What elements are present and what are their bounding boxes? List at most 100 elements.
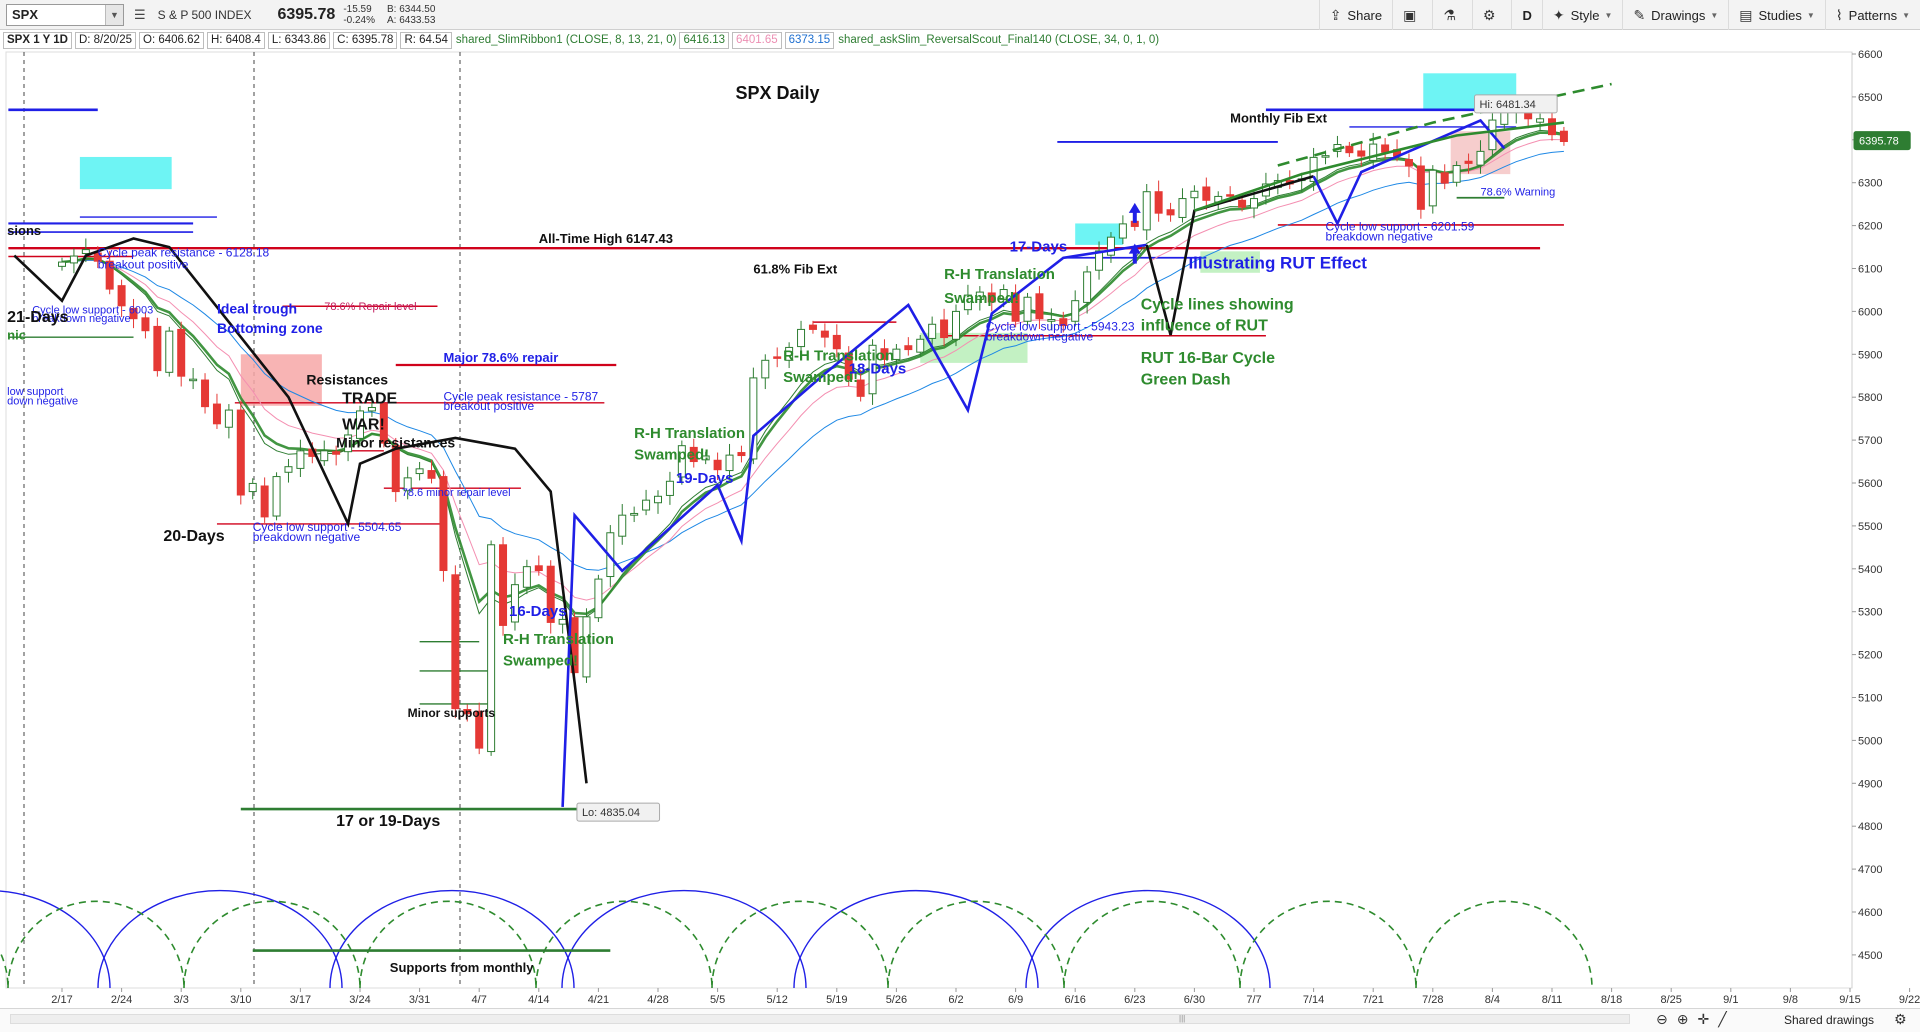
candle-body xyxy=(1190,190,1199,199)
symbol-value: SPX xyxy=(12,7,39,22)
share-button[interactable]: ⇪ Share xyxy=(1318,0,1392,30)
candle-body xyxy=(1166,209,1175,216)
swamped-label: Swamped! xyxy=(944,290,1019,307)
dropdown-icon[interactable]: ▼ xyxy=(105,4,123,25)
warning-label: 78.6% Warning xyxy=(1480,187,1555,199)
zoom-in-icon[interactable]: ⊕ xyxy=(1676,1011,1689,1027)
x-tick-label: 9/1 xyxy=(1723,994,1738,1006)
draw-line-icon[interactable]: ╱ xyxy=(1718,1011,1727,1027)
candle-body xyxy=(81,249,90,254)
last-price: 6395.78 xyxy=(277,5,336,23)
candle-body xyxy=(69,255,78,264)
cycle-line-blue xyxy=(1312,118,1506,227)
y-tick-label: 4700 xyxy=(1858,864,1882,876)
camera-button[interactable]: ▣ xyxy=(1392,0,1432,30)
rut-cycle-label: RUT 16-Bar Cycle xyxy=(1141,350,1275,367)
axes: 4500 4600 4700 4800 4900 5000 5100 5200 5300 5400… xyxy=(51,49,1920,1006)
cycle-arch-green xyxy=(535,900,713,989)
candle-body xyxy=(224,409,233,428)
candle-body xyxy=(868,344,877,395)
x-tick-label: 4/28 xyxy=(647,994,668,1006)
support-zone-box xyxy=(1200,251,1260,273)
crosshair-icon[interactable]: ✛ xyxy=(1697,1011,1710,1027)
candle-body xyxy=(415,468,424,475)
candle-body xyxy=(1464,160,1473,164)
candle-body xyxy=(1536,118,1545,123)
cropped-label: down negative xyxy=(7,395,78,407)
cycle-arch-green xyxy=(359,900,537,989)
cycle-arch-green xyxy=(1239,900,1417,989)
y-tick-label: 4800 xyxy=(1858,821,1882,833)
candle-body xyxy=(451,574,460,710)
drawings-button[interactable]: ✎ Drawings ▼ xyxy=(1622,0,1728,30)
candle-body xyxy=(1047,319,1056,322)
flask-button[interactable]: ⚗ xyxy=(1432,0,1472,30)
cycle-arch-green xyxy=(711,900,889,989)
x-tick-label: 4/14 xyxy=(528,994,549,1006)
candle-body xyxy=(1250,198,1258,209)
chevron-down-icon: ▼ xyxy=(1604,10,1613,20)
candle-body xyxy=(737,452,746,457)
chart-title: SPX Daily xyxy=(735,83,819,103)
x-tick-label: 6/30 xyxy=(1184,994,1205,1006)
swamped-label: Swamped! xyxy=(634,446,709,463)
x-tick-label: 4/21 xyxy=(588,994,609,1006)
low-price-label: Lo: 4835.04 xyxy=(582,807,640,819)
candle-body xyxy=(1071,300,1080,322)
cycle-low-label: Cycle low support - 6201.59 xyxy=(1326,220,1475,234)
cycle-line-blue xyxy=(561,243,1147,807)
candle-body xyxy=(1548,118,1556,136)
patterns-button[interactable]: ⌇ Patterns ▼ xyxy=(1824,0,1920,30)
camera-icon: ▣ xyxy=(1403,6,1417,23)
candle-body xyxy=(665,480,674,496)
candle-body xyxy=(654,495,662,504)
study2-name[interactable]: shared_askSlim_ReversalScout_Final140 (C… xyxy=(838,34,1160,46)
style-button[interactable]: ✦ Style ▼ xyxy=(1541,0,1623,30)
bid-ask-block: B: 6344.50 A: 6433.53 xyxy=(387,4,435,26)
y-tick-label: 6200 xyxy=(1858,221,1882,233)
candle-body xyxy=(928,323,937,339)
arrow-up-icon xyxy=(1128,243,1141,264)
y-tick-label: 5100 xyxy=(1858,693,1882,705)
gear-icon: ⚙ xyxy=(1482,6,1496,23)
candle-body xyxy=(689,446,698,463)
candle-body xyxy=(1106,236,1115,256)
toolbar-right: ⇪ Share ▣ ⚗ ⚙ D ✦ Style ▼ ✎ Drawings ▼ ▤ Studi… xyxy=(1318,0,1920,30)
cycle-lines-label: Cycle lines showing xyxy=(1141,296,1294,313)
x-tick-label: 5/26 xyxy=(886,994,907,1006)
cycle-arch-green xyxy=(7,900,185,989)
zoom-out-icon[interactable]: ⊖ xyxy=(1656,1011,1668,1027)
candle-body xyxy=(701,455,710,461)
cycle-days-label: 19-Days xyxy=(676,470,734,487)
rut-trend-dash xyxy=(1277,82,1612,167)
chart-label[interactable]: SPX 1 Y 1D xyxy=(3,31,72,49)
cycle-days-label: 21-Days xyxy=(7,309,68,326)
cycle-arch-blue xyxy=(97,889,343,989)
candle-body xyxy=(1154,191,1163,214)
candle-body xyxy=(808,324,817,330)
major-repair-label: Major 78.6% repair xyxy=(443,350,558,365)
scroll-grip-icon[interactable]: ||| xyxy=(1179,1014,1186,1023)
cycle-arch-green xyxy=(1063,900,1241,989)
settings-button[interactable]: ⚙ xyxy=(1471,0,1512,30)
last-price-badge: 6395.78 xyxy=(1859,136,1899,148)
study1-name[interactable]: shared_SlimRibbon1 (CLOSE, 8, 13, 21, 0) xyxy=(455,34,677,46)
cycle-arch-green xyxy=(0,950,9,989)
ideal-trough-label: Ideal trough xyxy=(217,301,297,317)
candle-body xyxy=(153,325,162,372)
shared-drawings-label[interactable]: Shared drawings xyxy=(1784,1013,1875,1027)
studies-button[interactable]: ▤ Studies ▼ xyxy=(1728,0,1825,30)
cropped-label: low support xyxy=(7,386,63,398)
horizontal-scrollbar[interactable]: ||| xyxy=(10,1014,1630,1024)
rut-trend-line xyxy=(1193,121,1565,212)
cycle-arch-green xyxy=(183,900,361,989)
cycle-days-label: 18-Days xyxy=(849,361,907,378)
candle-body xyxy=(1476,150,1485,166)
period-button[interactable]: D xyxy=(1511,0,1541,30)
y-tick-label: 5700 xyxy=(1858,435,1882,447)
settings-icon[interactable]: ⚙ xyxy=(1894,1011,1907,1027)
symbol-input[interactable]: SPX ▼ xyxy=(6,3,124,26)
study1-value3: 6373.15 xyxy=(784,31,835,49)
list-icon[interactable]: ☰ xyxy=(134,6,146,22)
